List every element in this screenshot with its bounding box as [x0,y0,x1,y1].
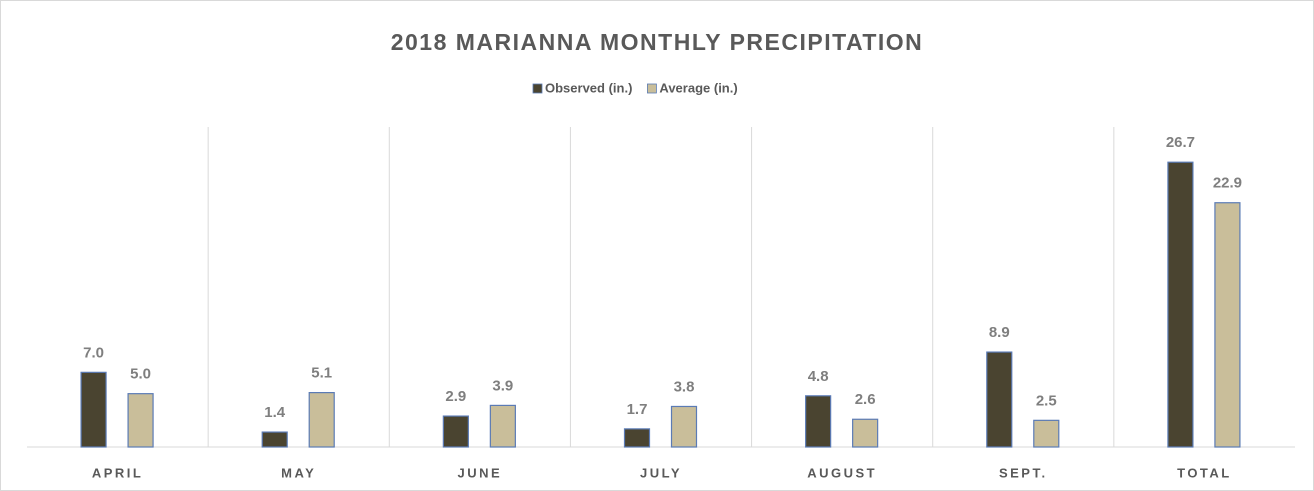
bar [489,404,516,448]
legend-swatch [647,83,657,94]
x-tick-label: JUNE [458,465,503,480]
data-label: 2.5 [1036,392,1057,409]
bar [623,428,651,448]
bar [852,418,879,448]
data-label: 3.9 [492,377,513,394]
bar [670,405,698,448]
x-tick-label: JULY [640,465,682,480]
chart-title: 2018 MARIANNA MONTHLY PRECIPITATION [391,29,924,55]
data-label: 4.8 [808,368,829,385]
data-label: 1.4 [264,404,286,421]
bar [805,395,832,448]
legend-label: Observed (in.) [545,80,632,95]
data-label: 7.0 [83,344,104,361]
x-tick-label: TOTAL [1177,465,1232,480]
data-label: 2.9 [445,388,466,405]
data-label: 8.9 [989,324,1010,341]
x-tick-label: AUGUST [807,465,877,480]
bar [1167,161,1194,448]
bar [127,393,154,448]
legend-label: Average (in.) [659,80,737,95]
legend-swatch [532,83,543,94]
data-label: 26.7 [1166,134,1195,151]
data-label: 22.9 [1213,175,1242,192]
bar [1214,202,1241,448]
bar [1033,419,1060,448]
data-label: 5.0 [130,366,151,383]
bar [986,351,1013,448]
x-tick-label: APRIL [92,465,144,480]
x-tick-label: SEPT. [999,465,1048,480]
data-label: 1.7 [627,401,648,418]
bar [80,371,107,448]
data-label: 2.6 [855,391,876,408]
x-tick-label: MAY [281,465,316,480]
bar [442,415,469,448]
data-label: 3.8 [674,378,695,395]
bar [261,431,288,448]
data-label: 5.1 [311,365,332,382]
bar [308,392,335,448]
